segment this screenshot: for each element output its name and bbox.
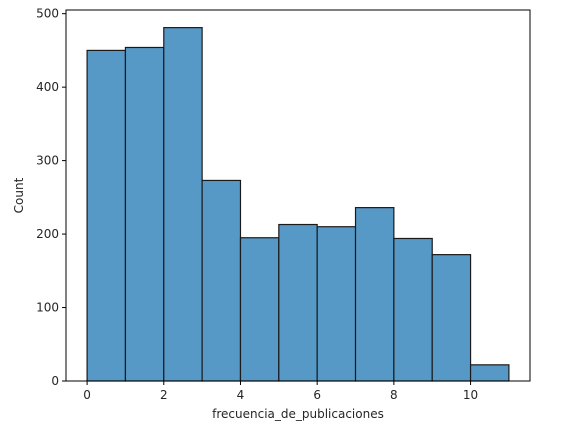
x-tick-label: 2 (160, 388, 168, 402)
x-tick-label: 4 (237, 388, 245, 402)
x-axis-ticks: 0 2 4 6 8 10 (83, 381, 478, 402)
x-tick-label: 0 (83, 388, 91, 402)
x-tick-label: 8 (390, 388, 398, 402)
histogram-bar-3 (201, 179, 242, 382)
histogram-bar-6 (316, 226, 357, 382)
y-axis-ticks: 0 100 200 300 400 500 (36, 7, 66, 388)
x-axis-label: frecuencia_de_publicaciones (212, 407, 384, 421)
histogram-bar-2 (163, 27, 203, 382)
y-tick-label: 200 (36, 227, 59, 241)
y-tick-label: 100 (36, 301, 59, 315)
y-tick-label: 300 (36, 154, 59, 168)
bars-group (86, 27, 510, 382)
plot-frame (65, 9, 531, 382)
histogram-bar-7 (354, 207, 395, 382)
histogram-bar-9 (431, 254, 472, 382)
histogram-bar-5 (278, 223, 318, 382)
y-tick-label: 0 (51, 374, 59, 388)
histogram-bar-4 (239, 237, 280, 382)
x-tick-label: 10 (463, 388, 478, 402)
x-tick-label: 6 (313, 388, 321, 402)
histogram-bar-0 (86, 49, 127, 382)
histogram-bar-1 (124, 46, 165, 382)
y-axis-label: Count (12, 177, 26, 213)
y-tick-label: 500 (36, 7, 59, 21)
histogram-bar-8 (393, 237, 433, 382)
y-tick-label: 400 (36, 80, 59, 94)
histogram-bar-10 (469, 364, 510, 382)
